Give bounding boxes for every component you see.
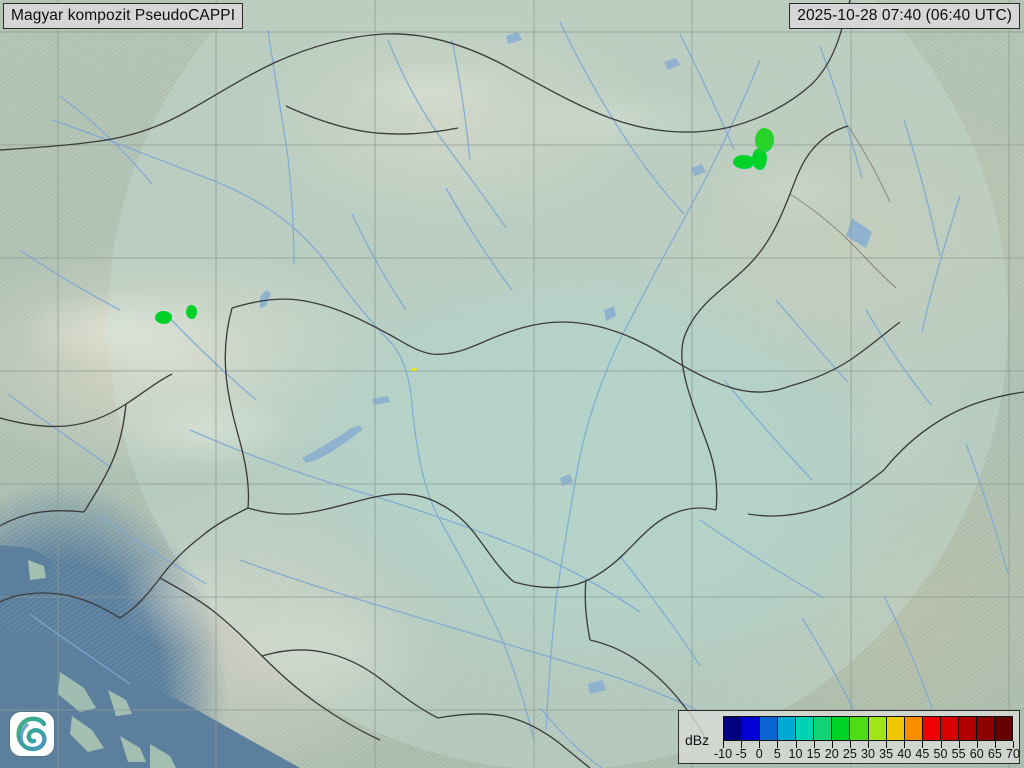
dbz-swatch-25-30	[850, 717, 869, 740]
dbz-swatch-0-5	[760, 717, 779, 740]
dbz-tick-label: 70	[1006, 747, 1020, 761]
dbz-swatch-50-55	[940, 717, 959, 740]
hungaromet-logo	[10, 712, 54, 756]
radar-echo-budapest-pixel	[411, 368, 417, 371]
dbz-swatch-60-65	[976, 717, 995, 740]
dbz-tick-label: 10	[788, 747, 803, 761]
dbz-tick-label: 50	[933, 747, 948, 761]
dbz-tick	[795, 741, 797, 748]
dbz-swatch-35-40	[886, 717, 905, 740]
dbz-tick	[868, 741, 869, 748]
dbz-tick-label: -10	[713, 747, 733, 761]
dbz-legend-panel: dBz -10 -5 0 5 10 15 20 25 30 35 40 45 50 55 60 65 70	[678, 710, 1020, 764]
dbz-tick	[886, 741, 888, 748]
dbz-tickmarks	[723, 741, 1014, 749]
dbz-tick-label: 5	[773, 747, 781, 761]
dbz-swatch--10--5	[724, 717, 743, 740]
spiral-logo-icon	[16, 716, 47, 752]
dbz-tick	[813, 741, 815, 748]
dbz-tick	[741, 741, 743, 748]
dbz-tick-label: 0	[755, 747, 763, 761]
radar-echo-ne-cluster-b	[752, 148, 767, 170]
timestamp-box: 2025-10-28 07:40 (06:40 UTC)	[789, 3, 1020, 29]
dbz-tick-label: -5	[735, 747, 747, 761]
lakes	[260, 32, 872, 694]
dbz-swatch-45-50	[922, 717, 941, 740]
dbz-tick	[831, 741, 833, 748]
dbz-tick-labels: -10 -5 0 5 10 15 20 25 30 35 40 45 50 55 60 65 70	[714, 747, 1020, 763]
dbz-tick-label: 45	[915, 747, 930, 761]
dbz-tick	[849, 741, 851, 748]
sea-adriatic	[0, 545, 300, 768]
radar-echo-ne-cluster-c	[755, 128, 774, 152]
product-title-box: Magyar kompozit PseudoCAPPI	[3, 3, 244, 29]
dbz-tick	[958, 741, 960, 748]
dbz-swatch-65-70	[994, 717, 1012, 740]
dbz-tick-label: 40	[897, 747, 912, 761]
dbz-swatch-20-25	[832, 717, 851, 740]
dbz-tick	[994, 741, 996, 748]
dbz-swatch--5-0	[742, 717, 761, 740]
dbz-tick	[976, 741, 978, 748]
dbz-swatch-30-35	[868, 717, 887, 740]
dbz-tick	[922, 741, 924, 748]
dbz-tick	[723, 741, 724, 748]
radar-echo-w-cell-b	[186, 305, 197, 319]
dbz-tick-label: 55	[951, 747, 966, 761]
dbz-tick	[759, 741, 761, 748]
dbz-tick-label: 25	[842, 747, 857, 761]
radar-echo-w-cell-a	[155, 311, 172, 324]
dbz-colorbar	[723, 716, 1013, 741]
dbz-tick	[904, 741, 906, 748]
dbz-tick-label: 35	[879, 747, 894, 761]
radar-echo-ne-cluster-a	[733, 155, 755, 169]
dbz-tick-label: 15	[806, 747, 821, 761]
dbz-tick-label: 65	[987, 747, 1002, 761]
dbz-swatch-15-20	[814, 717, 833, 740]
dbz-swatch-55-60	[958, 717, 977, 740]
dbz-swatch-5-10	[778, 717, 797, 740]
rivers	[7, 21, 1009, 768]
dbz-tick-label: 60	[969, 747, 984, 761]
dbz-tick-label: 20	[824, 747, 839, 761]
dbz-tick-label: 30	[861, 747, 875, 761]
dbz-tick	[777, 741, 779, 748]
dbz-swatch-40-45	[904, 717, 923, 740]
dbz-unit-label: dBz	[685, 732, 710, 748]
dbz-swatch-10-15	[796, 717, 815, 740]
dbz-tick	[1013, 741, 1014, 748]
dbz-tick	[940, 741, 942, 748]
